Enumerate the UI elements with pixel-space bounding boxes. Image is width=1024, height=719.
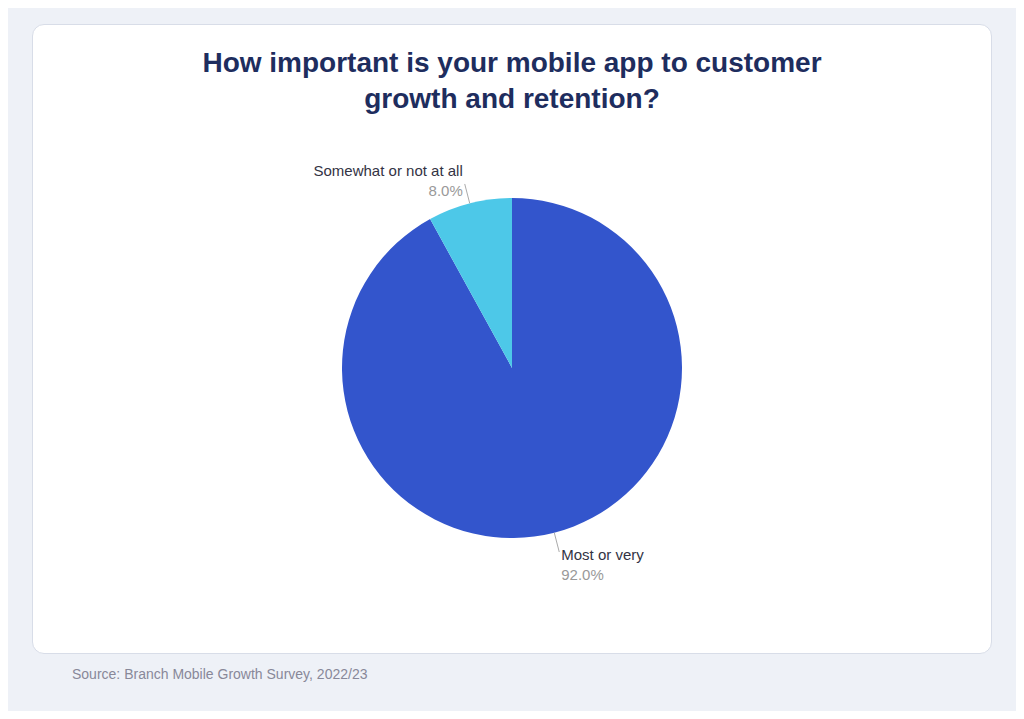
svg-text:Somewhat or not at all: Somewhat or not at all [314,162,463,179]
svg-text:8.0%: 8.0% [429,182,463,199]
svg-text:Most or very: Most or very [561,546,644,563]
html-text:Source: Branch Mobile Growth S: Source: Branch Mobile Growth Survey, 202… [72,666,368,682]
html-text:How important is your mobile a: How important is your mobile app to cust… [202,47,822,115]
svg-text:92.0%: 92.0% [561,566,604,583]
